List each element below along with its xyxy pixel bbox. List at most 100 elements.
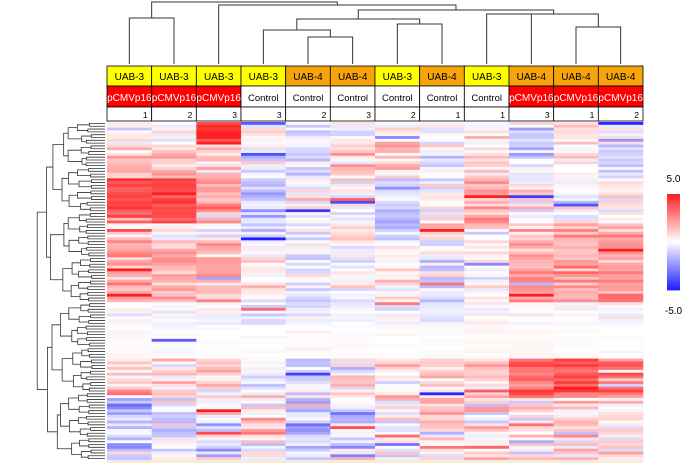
- heatmap-cell: [241, 262, 286, 266]
- heatmap-cell: [330, 341, 376, 345]
- heatmap-cell: [598, 214, 644, 219]
- heatmap-cell: [151, 352, 197, 357]
- heatmap-cell: [285, 327, 331, 331]
- row-dendrogram-link: [60, 403, 70, 427]
- heatmap-cell: [553, 330, 599, 334]
- heatmap-cell: [419, 274, 465, 278]
- heatmap-cell: [151, 412, 197, 416]
- heatmap-cell: [598, 254, 644, 258]
- heatmap-cell: [196, 417, 242, 421]
- heatmap-cell: [464, 358, 510, 362]
- legend-gradient-step: [667, 195, 680, 198]
- heatmap-cell: [553, 344, 599, 348]
- heatmap-cell: [464, 324, 510, 328]
- heatmap-cell: [151, 198, 197, 202]
- heatmap-cell: [241, 265, 286, 269]
- heatmap-cell: [553, 358, 599, 362]
- heatmap-cell: [464, 138, 510, 143]
- heatmap-cell: [196, 251, 242, 255]
- heatmap-cell: [107, 454, 152, 458]
- heatmap-cell: [464, 175, 510, 179]
- heatmap-cell: [375, 144, 420, 148]
- heatmap-cell: [330, 395, 376, 399]
- row-dendrogram-link: [86, 201, 105, 206]
- heatmap-cell: [196, 147, 242, 151]
- heatmap-cell: [151, 141, 197, 145]
- heatmap-cell: [241, 358, 286, 362]
- heatmap-cell: [151, 254, 197, 258]
- heatmap-cell: [151, 203, 197, 207]
- heatmap-cell: [553, 271, 599, 275]
- heatmap-cell: [151, 229, 197, 233]
- heatmap-cell: [107, 330, 152, 334]
- heatmap-cell: [598, 389, 644, 393]
- heatmap-cell: [419, 138, 465, 143]
- legend-gradient-step: [667, 200, 680, 203]
- heatmap-cell: [151, 437, 197, 441]
- heatmap-cell: [330, 364, 376, 368]
- heatmap-cell: [241, 152, 286, 157]
- heatmap-cell: [553, 378, 599, 382]
- heatmap-cell: [151, 321, 197, 326]
- heatmap-cell: [553, 321, 599, 326]
- heatmap-cell: [598, 248, 644, 252]
- heatmap-cell: [107, 181, 152, 185]
- heatmap-cell: [419, 150, 465, 154]
- legend-min-label: -5.0: [665, 306, 683, 317]
- heatmap-cell: [107, 189, 152, 193]
- heatmap-cell: [553, 217, 599, 221]
- heatmap-cell: [151, 398, 197, 402]
- heatmap-cell: [241, 381, 286, 385]
- heatmap-cell: [509, 144, 554, 148]
- heatmap-cell: [553, 150, 599, 154]
- heatmap-cell: [285, 127, 331, 131]
- heatmap-cell: [107, 344, 152, 348]
- heatmap-cell: [375, 214, 420, 219]
- heatmap-cell: [419, 260, 465, 264]
- heatmap-cell: [598, 358, 644, 362]
- column-dendrogram-link: [218, 4, 457, 64]
- heatmap-cell: [285, 386, 331, 390]
- legend-gradient-step: [667, 232, 680, 235]
- heatmap-cell: [464, 144, 510, 148]
- heatmap-cell: [375, 333, 420, 337]
- heatmap-cell: [107, 293, 152, 297]
- heatmap-cell: [419, 378, 465, 382]
- heatmap-cell: [375, 206, 420, 210]
- legend-gradient-step: [667, 243, 680, 246]
- row-dendrogram-link: [89, 353, 105, 358]
- heatmap-cell: [464, 302, 510, 306]
- heatmap-cell: [419, 412, 465, 416]
- heatmap-cell: [509, 392, 554, 396]
- heatmap-cell: [598, 240, 644, 244]
- heatmap-cell: [598, 321, 644, 326]
- heatmap-cell: [553, 423, 599, 427]
- heatmap-cell: [196, 265, 242, 269]
- heatmap-cell: [553, 429, 599, 433]
- heatmap-cell: [151, 291, 197, 295]
- cell-line-label: UAB-4: [517, 72, 547, 83]
- heatmap-cell: [285, 364, 331, 368]
- heatmap-cell: [553, 336, 599, 340]
- heatmap-cell: [330, 437, 376, 441]
- heatmap-cell: [330, 237, 376, 241]
- legend-max-label: 5.0: [667, 174, 681, 185]
- heatmap-cell: [553, 155, 599, 159]
- heatmap-cell: [553, 186, 599, 190]
- heatmap-cell: [419, 147, 465, 151]
- heatmap-cell: [285, 367, 331, 371]
- heatmap-cell: [151, 260, 197, 264]
- row-dendrogram-link: [90, 134, 105, 138]
- heatmap-cell: [375, 344, 420, 348]
- heatmap-cell: [241, 147, 286, 151]
- heatmap-cell: [419, 386, 465, 390]
- heatmap-cell: [509, 161, 554, 165]
- heatmap-cell: [241, 293, 286, 297]
- heatmap-cell: [598, 217, 644, 221]
- heatmap-cell: [330, 262, 376, 266]
- heatmap-cell: [330, 217, 376, 221]
- heatmap-cell: [196, 440, 242, 444]
- heatmap-cell: [553, 389, 599, 393]
- treatment-label: pCMVp16: [509, 93, 554, 104]
- heatmap-cell: [330, 406, 376, 410]
